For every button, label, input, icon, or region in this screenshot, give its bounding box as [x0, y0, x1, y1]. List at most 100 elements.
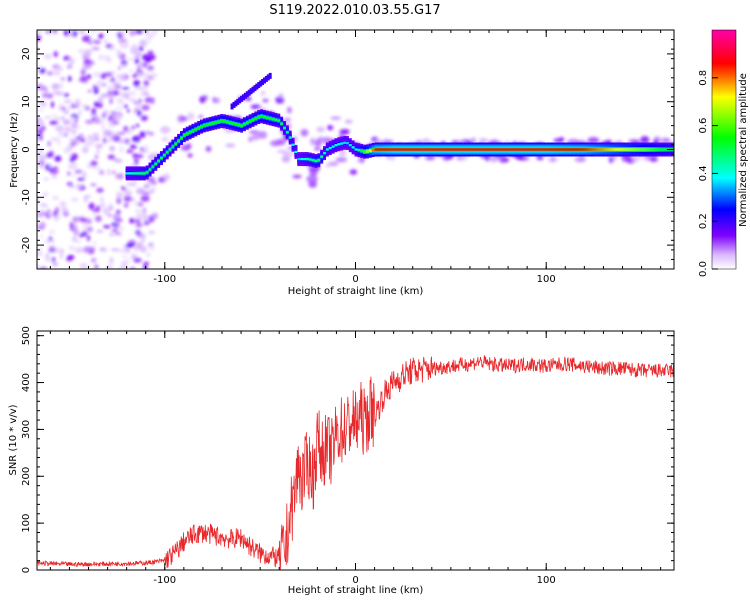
- heatmap-cell: [104, 72, 113, 77]
- heatmap-cell: [66, 64, 73, 69]
- heatmap-cell: [81, 149, 85, 153]
- heatmap-cell: [98, 33, 104, 39]
- heatmap-cell: [143, 72, 150, 80]
- snr-ytick-label: 500: [21, 326, 32, 345]
- heatmap-cell: [52, 30, 58, 34]
- heatmap-cell: [288, 136, 292, 139]
- heatmap-cell: [264, 75, 268, 82]
- heatmap-cell: [55, 125, 65, 132]
- heatmap-cell: [116, 157, 121, 162]
- heatmap-cell: [262, 77, 266, 84]
- heatmap-cell: [130, 253, 138, 260]
- heatmap-cell: [351, 146, 355, 149]
- heatmap-cell: [371, 148, 375, 152]
- heatmap-cell: [69, 162, 78, 170]
- heatmap-cell: [64, 127, 72, 133]
- heatmap-cell: [100, 93, 109, 98]
- heatmap-cell: [141, 104, 150, 111]
- heatmap-cell: [98, 169, 105, 175]
- heatmap-cell: [106, 84, 115, 92]
- heatmap-cell: [82, 52, 91, 59]
- heatmap-cell: [254, 117, 258, 120]
- heatmap-cell: [314, 139, 322, 147]
- heatmap-cell: [129, 97, 137, 103]
- heatmap-cell: [75, 136, 81, 140]
- heatmap-cell: [39, 85, 48, 91]
- heatmap-cell: [140, 245, 147, 253]
- heatmap-cell: [271, 117, 275, 121]
- heatmap-cell: [309, 170, 318, 177]
- heatmap-cell: [234, 122, 238, 126]
- heatmap-cell: [420, 148, 424, 151]
- heatmap-cell: [107, 168, 111, 176]
- heatmap-cell: [139, 172, 143, 175]
- heatmap-cell: [102, 136, 107, 144]
- snr-ytick-label: 400: [21, 373, 32, 392]
- heatmap-cell: [168, 148, 172, 151]
- heatmap-cell: [86, 234, 91, 242]
- heatmap-cell: [257, 82, 261, 89]
- heatmap-cell: [549, 148, 553, 151]
- heatmap-cell: [130, 43, 139, 51]
- heatmap-cell: [54, 66, 64, 72]
- heatmap-cell: [117, 131, 126, 135]
- heatmap-cell: [159, 156, 163, 160]
- heatmap-cell: [50, 71, 60, 75]
- heatmap-cell: [63, 93, 70, 97]
- heatmap-cell: [391, 148, 395, 151]
- heatmap-cell: [306, 175, 318, 183]
- colorbar-tick-label: 0.8: [698, 70, 709, 86]
- heatmap-cell: [617, 148, 621, 151]
- heatmap-cell: [225, 120, 229, 124]
- heatmap-cell: [116, 191, 123, 199]
- heatmap-cell: [240, 95, 244, 102]
- heatmap-cell: [88, 41, 92, 45]
- heatmap-cell: [75, 185, 83, 189]
- heatmap-cell: [107, 213, 112, 218]
- heatmap-cell: [198, 115, 204, 119]
- heatmap-cell: [123, 125, 129, 132]
- heatmap-cell: [63, 99, 72, 104]
- heatmap-cell: [385, 148, 389, 151]
- heatmap-cell: [122, 254, 128, 259]
- heatmap-cell: [589, 148, 593, 151]
- spectrogram-xlabel: Height of straight line (km): [288, 286, 424, 297]
- heatmap-cell: [144, 35, 153, 39]
- heatmap-cell: [231, 122, 235, 125]
- heatmap-cell: [50, 137, 60, 142]
- heatmap-cell: [128, 172, 132, 175]
- heatmap-cell: [67, 121, 76, 126]
- heatmap-cell: [470, 137, 477, 143]
- heatmap-cell: [526, 148, 530, 151]
- heatmap-cell: [374, 148, 378, 151]
- heatmap-cell: [78, 30, 86, 34]
- heatmap-cell: [68, 105, 72, 109]
- spectrogram-ytick-label: 20: [21, 48, 32, 61]
- heatmap-cell: [426, 148, 430, 151]
- heatmap-cell: [52, 262, 58, 266]
- heatmap-cell: [126, 109, 131, 113]
- heatmap-cell: [149, 189, 155, 194]
- heatmap-cell: [109, 257, 114, 265]
- heatmap-cell: [125, 249, 131, 253]
- heatmap-cell: [546, 148, 550, 151]
- heatmap-cell: [110, 248, 120, 251]
- heatmap-cell: [411, 148, 415, 151]
- heatmap-cell: [480, 148, 484, 151]
- heatmap-cell: [540, 148, 544, 151]
- heatmap-cell: [114, 218, 123, 222]
- heatmap-cell: [37, 251, 43, 256]
- heatmap-cell: [151, 165, 155, 168]
- heatmap-cell: [180, 144, 191, 151]
- heatmap-cell: [37, 34, 42, 42]
- heatmap-cell: [587, 137, 600, 144]
- heatmap-cell: [76, 240, 81, 244]
- heatmap-cell: [39, 235, 44, 238]
- heatmap-cell: [127, 57, 135, 61]
- heatmap-cell: [83, 142, 90, 149]
- heatmap-cell: [97, 102, 103, 109]
- heatmap-cell: [249, 88, 253, 95]
- heatmap-cell: [131, 125, 135, 130]
- heatmap-cell: [344, 119, 353, 124]
- heatmap-cell: [305, 157, 309, 161]
